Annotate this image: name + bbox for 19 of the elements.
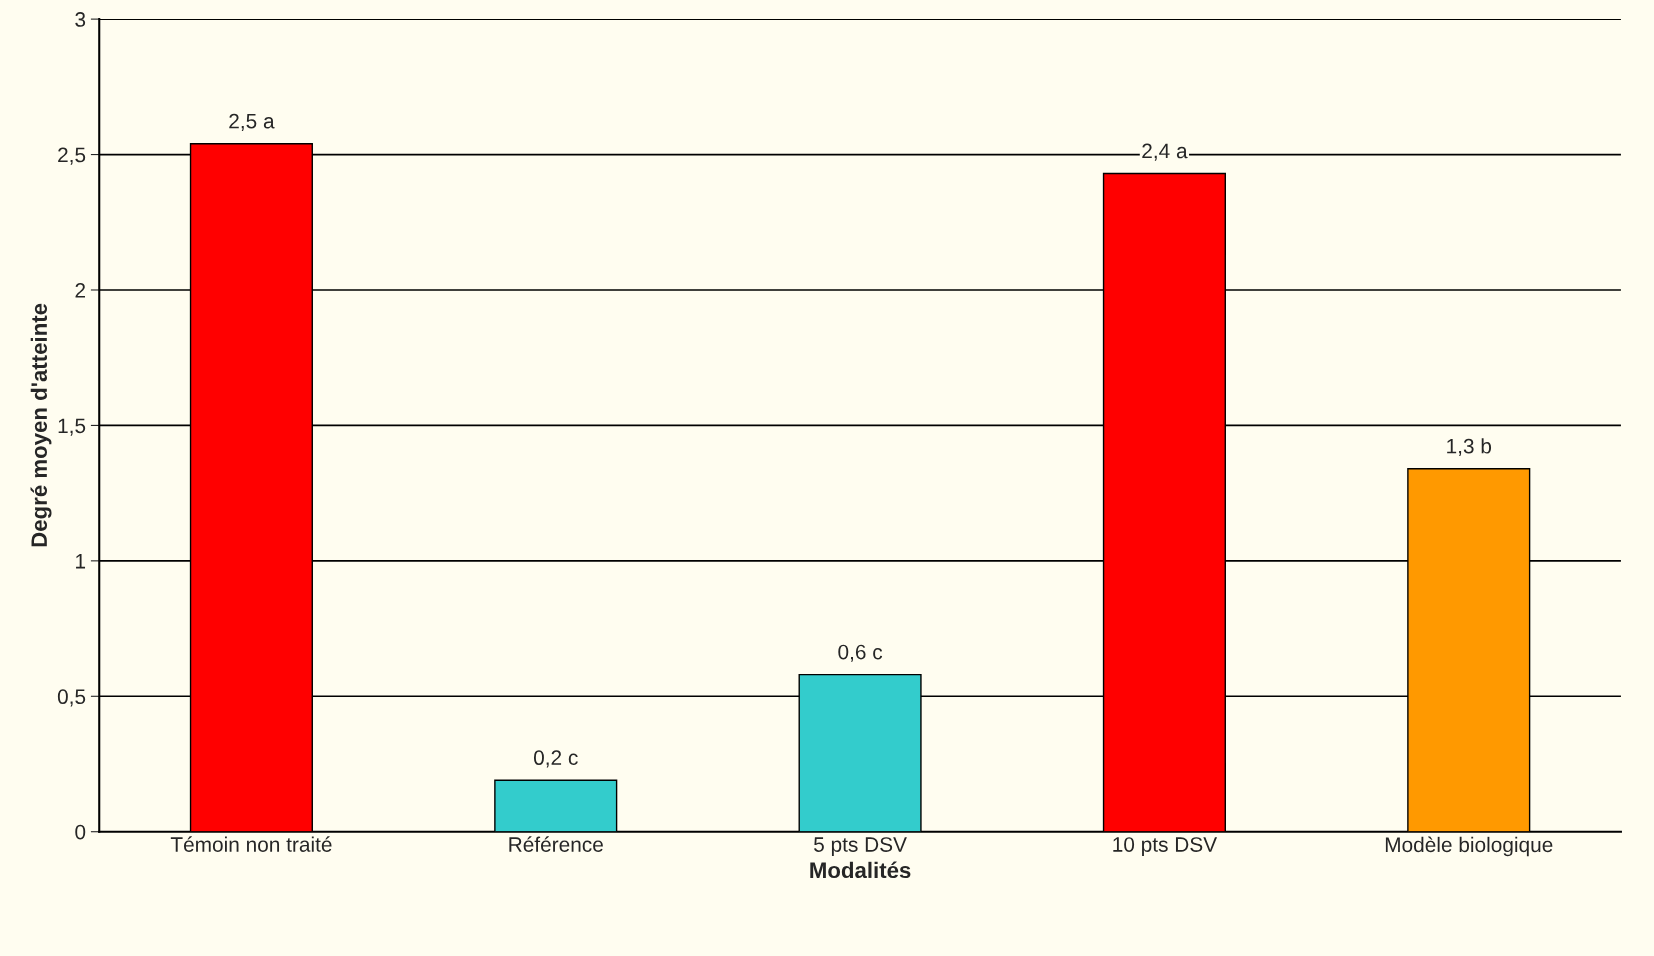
y-tick-label: 2 xyxy=(75,282,85,298)
y-tick-label: 0,5 xyxy=(57,689,86,707)
x-axis-title: Modalités xyxy=(810,861,911,879)
y-tick-label: 3 xyxy=(75,12,86,27)
x-tick-label: 5 pts DSV xyxy=(814,837,907,856)
y-axis-title: Degré moyen d'atteinte xyxy=(30,303,52,547)
x-tick-label: Témoin non traité xyxy=(170,836,332,852)
x-tick-label: Référence xyxy=(509,836,603,852)
x-tick-label: Modèle biologique xyxy=(1385,836,1553,857)
y-tick-label: 1,5 xyxy=(58,418,86,436)
data-label: 2,5 a xyxy=(229,113,275,131)
y-tick-label: 1 xyxy=(76,554,86,569)
data-label: 1,3 b xyxy=(1447,438,1492,456)
data-label: 2,4 a xyxy=(1142,143,1188,161)
data-label: 0,2 c xyxy=(533,750,578,768)
data-label: 0,6 c xyxy=(838,644,883,662)
y-tick-label: 0 xyxy=(75,824,86,840)
y-tick-label: 2,5 xyxy=(58,147,86,165)
x-tick-label: 10 pts DSV xyxy=(1113,837,1218,856)
